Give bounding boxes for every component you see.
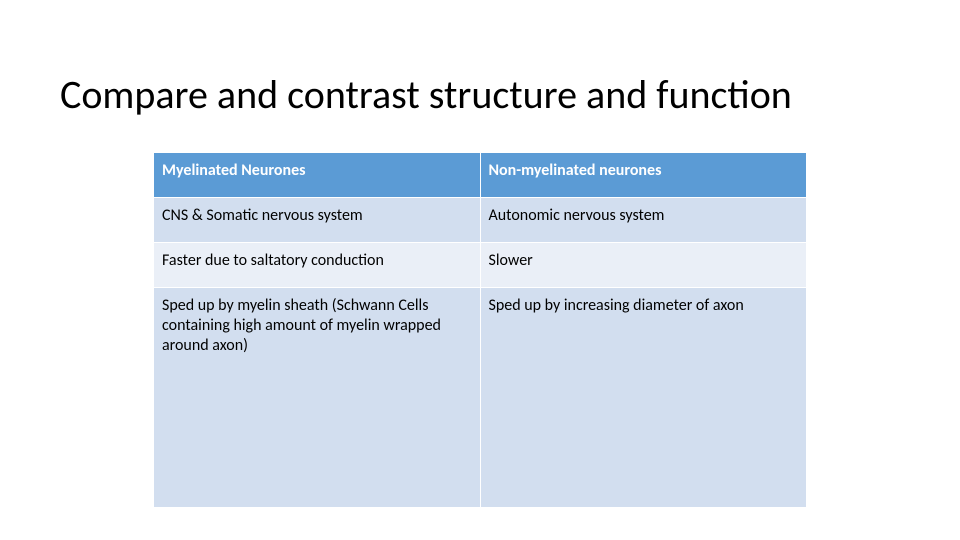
page-title: Compare and contrast structure and funct… (60, 70, 792, 119)
col-header-right: Non-myelinated neurones (480, 153, 807, 198)
table-row: Sped up by myelin sheath (Schwann Cells … (154, 288, 807, 508)
table-header-row: Myelinated Neurones Non-myelinated neuro… (154, 153, 807, 198)
table-row: Faster due to saltatory conduction Slowe… (154, 243, 807, 288)
cell: Sped up by myelin sheath (Schwann Cells … (154, 288, 481, 508)
cell: CNS & Somatic nervous system (154, 198, 481, 243)
slide: Compare and contrast structure and funct… (0, 0, 960, 540)
cell: Sped up by increasing diameter of axon (480, 288, 807, 508)
cell: Slower (480, 243, 807, 288)
col-header-left: Myelinated Neurones (154, 153, 481, 198)
comparison-table: Myelinated Neurones Non-myelinated neuro… (153, 152, 807, 508)
cell: Autonomic nervous system (480, 198, 807, 243)
table-row: CNS & Somatic nervous system Autonomic n… (154, 198, 807, 243)
cell: Faster due to saltatory conduction (154, 243, 481, 288)
comparison-table-wrap: Myelinated Neurones Non-myelinated neuro… (153, 152, 807, 508)
